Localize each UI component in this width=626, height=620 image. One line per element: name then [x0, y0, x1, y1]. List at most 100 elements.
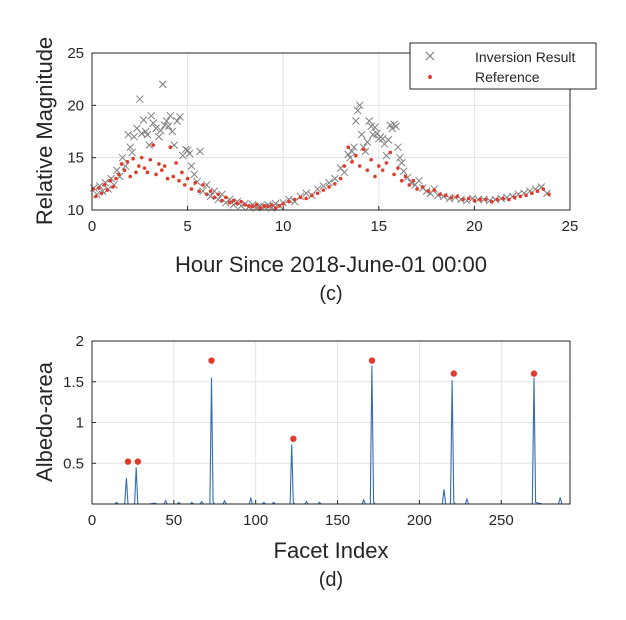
data-point-x — [152, 124, 160, 133]
data-point-x — [355, 101, 364, 110]
data-point-x — [155, 132, 163, 141]
data-point-dot — [99, 191, 104, 196]
data-point-dot — [168, 145, 173, 149]
data-point-x — [353, 106, 362, 115]
data-point-dot — [321, 188, 326, 192]
panel-label-c: (c) — [319, 283, 342, 305]
legend-marker-inversion — [425, 51, 435, 61]
y-tick-label: 1 — [76, 415, 84, 432]
data-point-dot — [212, 195, 217, 200]
data-point-dot — [250, 205, 255, 209]
data-point-dot — [287, 199, 291, 204]
data-point-x — [113, 166, 121, 175]
panel-label-d: (d) — [319, 569, 343, 591]
data-point-x — [202, 181, 211, 189]
x-tick-label: 150 — [325, 512, 350, 529]
data-point-dot — [142, 166, 147, 170]
data-point-dot — [342, 164, 347, 168]
data-point-x — [397, 159, 406, 167]
data-point-dot — [535, 189, 540, 193]
x-tick-label: 10 — [275, 218, 292, 235]
data-point-dot — [177, 178, 181, 183]
data-point-dot — [182, 183, 187, 187]
x-tick-label: 50 — [166, 512, 183, 529]
data-point-dot — [304, 196, 308, 201]
data-point-dot — [108, 178, 112, 183]
data-point-x — [173, 117, 181, 125]
data-point-dot — [266, 205, 270, 209]
data-point-x — [149, 119, 158, 127]
data-point-dot — [216, 192, 220, 197]
data-point-dot — [139, 155, 144, 160]
data-point-dot — [157, 162, 161, 166]
data-point-dot — [484, 197, 488, 202]
x-tick-label: 5 — [183, 218, 191, 235]
ylabel-c: Relative Magnitude — [32, 37, 57, 225]
axes-box-c — [91, 52, 571, 211]
data-point-x — [357, 130, 366, 139]
data-point-dot — [269, 202, 274, 207]
data-point-dot — [310, 193, 314, 198]
data-point-dot — [455, 194, 459, 199]
data-point-x — [359, 143, 368, 152]
y-tick-label: 20 — [67, 97, 84, 114]
data-point-dot — [384, 161, 389, 165]
panel-c: 0 5 10 15 20 25 10 15 20 25 Hour Since 2018-June-… — [32, 37, 597, 305]
data-point-dot — [338, 176, 343, 181]
x-tick-label: 15 — [370, 218, 387, 235]
data-point-dot — [529, 191, 534, 196]
data-point-dot — [243, 202, 247, 207]
data-point-dot — [396, 166, 400, 170]
y-tick-label: 0.5 — [63, 455, 84, 472]
data-point-x — [156, 126, 165, 135]
data-point-x — [325, 178, 333, 187]
data-point-x — [394, 143, 402, 152]
data-point-dot — [111, 185, 115, 189]
data-point-x — [158, 80, 167, 89]
data-point-dot — [512, 195, 517, 200]
data-point-dot — [420, 185, 425, 189]
data-point-dot — [298, 195, 303, 200]
legend: Inversion Result Reference — [409, 42, 597, 90]
data-point-x — [313, 185, 322, 193]
data-point-dot — [94, 194, 98, 199]
legend-label-reference: Reference — [475, 69, 540, 85]
xlabel-c: Hour Since 2018-June-01 00:00 — [175, 252, 487, 277]
data-point-dot — [290, 435, 297, 442]
series-c — [90, 80, 551, 212]
data-point-dot — [208, 189, 213, 193]
data-point-dot — [185, 176, 190, 181]
data-point-dot — [137, 164, 141, 168]
data-point-dot — [227, 200, 232, 205]
data-point-dot — [246, 204, 251, 208]
data-point-dot — [124, 458, 132, 465]
data-point-dot — [180, 170, 184, 175]
data-point-x — [422, 187, 431, 196]
data-point-dot — [125, 160, 130, 164]
data-point-dot — [369, 157, 373, 162]
data-point-x — [350, 143, 358, 152]
data-point-dot — [346, 145, 351, 149]
data-point-x — [319, 182, 328, 190]
ticks-c: 0 5 10 15 20 25 10 15 20 25 — [67, 45, 578, 235]
panel-d: 0 50 100 150 200 250 0.5 1 1.5 2 Facet Index Albe… — [32, 333, 571, 591]
data-point-x — [348, 147, 356, 156]
x-tick-label: 0 — [88, 218, 96, 235]
data-point-dot — [368, 357, 376, 364]
data-point-x — [164, 122, 173, 131]
data-point-x — [392, 122, 400, 131]
data-point-dot — [273, 206, 278, 210]
data-point-dot — [119, 162, 124, 166]
data-point-dot — [407, 183, 412, 187]
data-point-dot — [507, 197, 511, 202]
data-point-dot — [450, 370, 457, 377]
data-point-dot — [114, 176, 118, 181]
data-point-dot — [438, 192, 442, 197]
data-point-x — [302, 189, 310, 198]
y-tick-label: 2 — [76, 333, 84, 350]
data-point-dot — [501, 196, 505, 201]
data-point-dot — [134, 170, 138, 175]
data-point-x — [135, 95, 144, 103]
data-point-dot — [254, 202, 259, 207]
data-point-dot — [449, 195, 454, 200]
